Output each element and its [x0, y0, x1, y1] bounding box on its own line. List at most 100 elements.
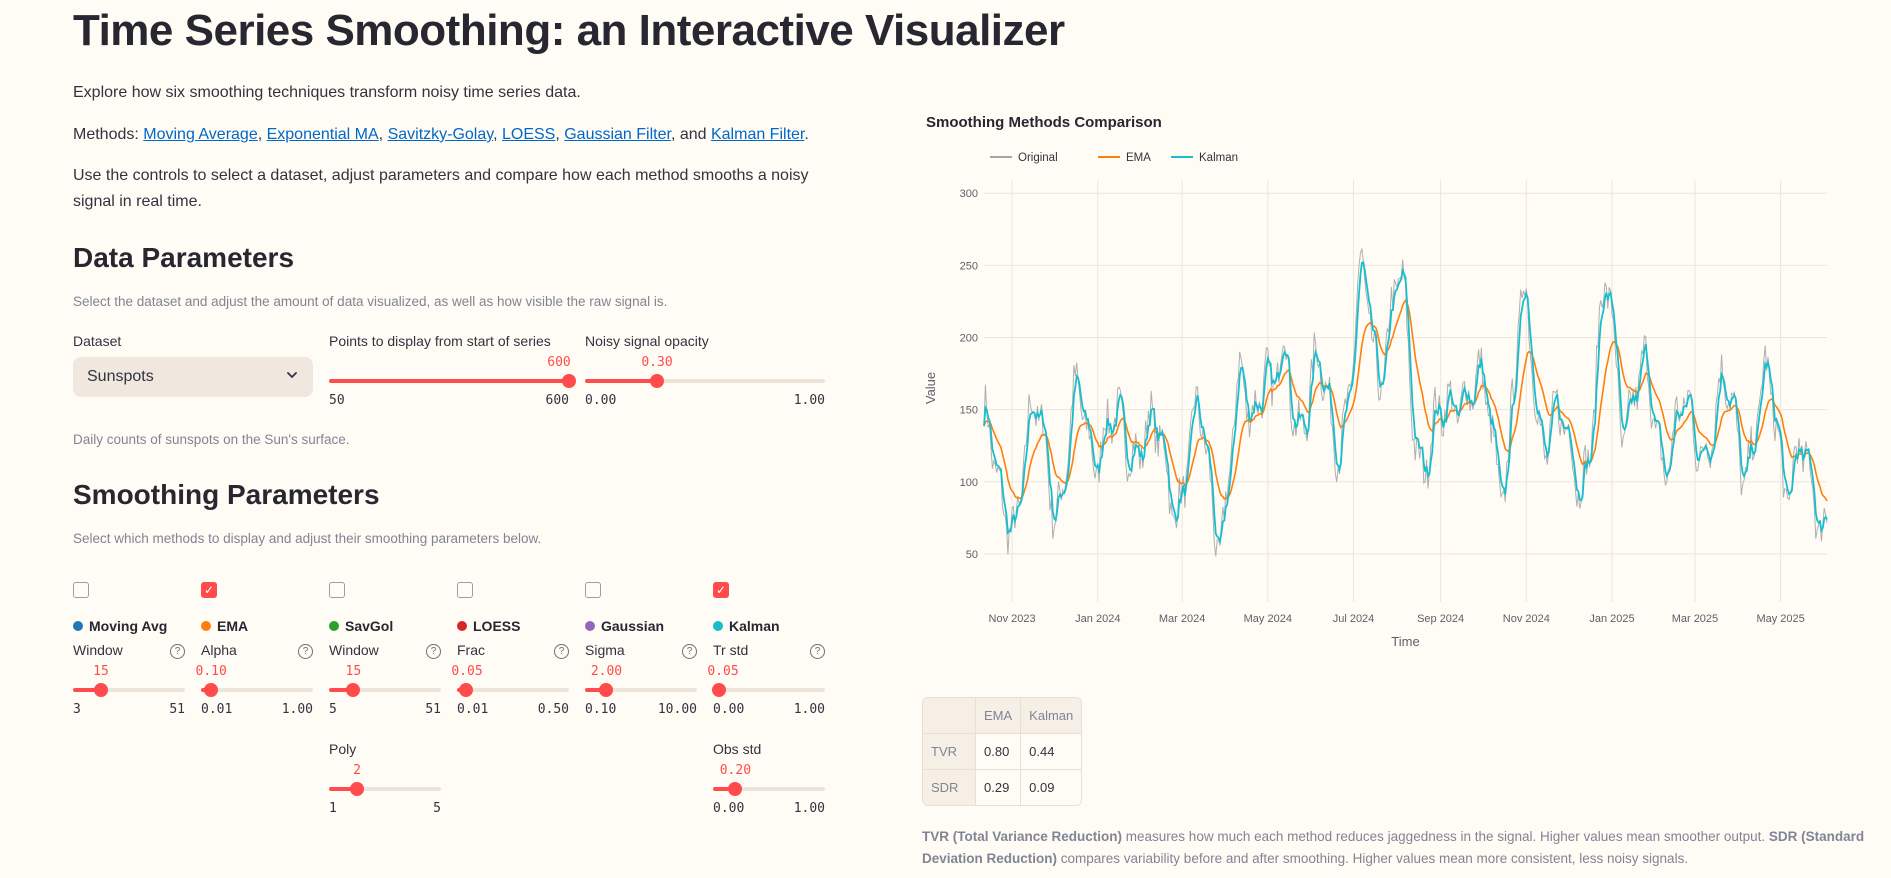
- y-tick-label: 300: [960, 188, 978, 200]
- table-row: TVR 0.80 0.44: [923, 734, 1082, 770]
- link-savitzky-golay[interactable]: Savitzky-Golay: [387, 126, 494, 143]
- loess-checkbox[interactable]: [457, 582, 473, 598]
- moving-avg-window-label: Window: [73, 642, 123, 658]
- link-kalman-filter[interactable]: Kalman Filter: [710, 126, 805, 143]
- link-moving-average[interactable]: Moving Average: [143, 126, 258, 143]
- slider-value: 15: [345, 664, 362, 679]
- metrics-cell: 0.44: [1021, 734, 1082, 770]
- slider-handle[interactable]: [346, 683, 361, 697]
- slider-value: 2.00: [590, 664, 623, 679]
- help-icon[interactable]: ?: [298, 644, 313, 659]
- slider-min: 3: [73, 702, 81, 717]
- methods-line: Methods: Moving Average, Exponential MA,…: [73, 126, 809, 143]
- moving-avg-checkbox[interactable]: [73, 582, 89, 598]
- kalman-tr-std-label: Tr std: [713, 642, 749, 658]
- help-icon[interactable]: ?: [682, 644, 697, 659]
- usage-text: Use the controls to select a dataset, ad…: [73, 167, 809, 210]
- metrics-footnote: TVR (Total Variance Reduction) measures …: [922, 829, 1865, 866]
- slider-value: 0.10: [195, 664, 227, 679]
- moving-avg-window-slider[interactable]: 15 3 51: [73, 664, 185, 718]
- x-tick-label: Sep 2024: [1417, 613, 1464, 625]
- slider-min: 0.00: [713, 801, 745, 816]
- series-line-ema[interactable]: [983, 298, 1828, 502]
- metrics-header-ema: EMA: [976, 698, 1022, 734]
- slider-handle[interactable]: [728, 782, 743, 796]
- dataset-label: Dataset: [73, 333, 122, 349]
- metrics-header-kalman: Kalman: [1021, 698, 1082, 734]
- help-icon[interactable]: ?: [554, 644, 569, 659]
- slider-handle[interactable]: [350, 782, 364, 796]
- metrics-table: EMA Kalman TVR 0.80 0.44 SDR 0.29 0.09: [922, 697, 1083, 806]
- ema-alpha-label: Alpha: [201, 642, 237, 658]
- slider-max: 1.00: [281, 702, 313, 717]
- link-gaussian-filter[interactable]: Gaussian Filter: [564, 126, 671, 143]
- slider-max: 0.50: [537, 702, 569, 717]
- ema-alpha-slider[interactable]: 0.10 0.01 1.00: [196, 664, 313, 718]
- slider-handle[interactable]: [599, 683, 614, 697]
- dataset-select[interactable]: Sunspots: [73, 357, 313, 397]
- savgol-window-slider[interactable]: 15 5 51: [329, 664, 441, 718]
- metrics-row-label: SDR: [923, 770, 976, 805]
- data-params-heading: Data Parameters: [73, 242, 295, 273]
- loess-frac-slider[interactable]: 0.05 0.01 0.50: [451, 664, 569, 718]
- y-tick-label: 250: [960, 260, 978, 272]
- savgol-poly-slider[interactable]: 2 1 5: [329, 763, 441, 817]
- savgol-checkbox[interactable]: [329, 582, 345, 598]
- savgol-method-name: SavGol: [329, 618, 393, 634]
- moving-avg-method-name: Moving Avg: [73, 618, 167, 634]
- slider-handle[interactable]: [94, 683, 108, 697]
- color-dot-icon: [329, 621, 339, 631]
- opacity-slider-max: 1.00: [793, 393, 825, 408]
- dataset-select-value: Sunspots: [87, 368, 154, 385]
- metrics-row-label: TVR: [923, 734, 976, 770]
- legend-entry: EMA: [1126, 152, 1151, 164]
- chevron-down-icon: [285, 368, 299, 387]
- slider-handle[interactable]: [204, 683, 219, 697]
- smoothing-params-heading: Smoothing Parameters: [73, 479, 380, 510]
- points-slider[interactable]: 600 50 600: [329, 355, 576, 409]
- help-icon[interactable]: ?: [426, 644, 441, 659]
- metrics-cell: 0.09: [1029, 780, 1055, 795]
- points-slider-handle[interactable]: [562, 374, 576, 388]
- slider-handle[interactable]: [459, 683, 474, 697]
- slider-max: 1.00: [793, 702, 825, 717]
- x-tick-label: Jul 2024: [1333, 613, 1375, 625]
- ema-checkbox[interactable]: ✓: [201, 582, 217, 598]
- slider-value: 0.20: [719, 763, 752, 778]
- slider-max: 5: [433, 801, 441, 816]
- series-line-kalman[interactable]: [983, 261, 1828, 545]
- loess-frac-label: Frac: [457, 642, 485, 658]
- smoothing-chart[interactable]: 50 100 150 200 250 300 Nov 2023 Jan 2024 Mar 202…: [920, 140, 1840, 700]
- legend-entry: Original: [1018, 152, 1058, 164]
- help-icon[interactable]: ?: [810, 644, 825, 659]
- kalman-tr-std-slider[interactable]: 0.05 0.00 1.00: [707, 664, 825, 718]
- link-exponential-ma[interactable]: Exponential MA: [266, 126, 379, 143]
- slider-min: 0.10: [585, 702, 617, 717]
- slider-max: 10.00: [657, 702, 697, 717]
- slider-value: 2: [353, 763, 361, 778]
- color-dot-icon: [713, 621, 723, 631]
- dataset-caption: Daily counts of sunspots on the Sun's su…: [73, 432, 350, 447]
- gaussian-sigma-slider[interactable]: 2.00 0.10 10.00: [585, 664, 697, 718]
- data-params-caption: Select the dataset and adjust the amount…: [73, 294, 668, 309]
- gaussian-checkbox[interactable]: [585, 582, 601, 598]
- kalman-obs-std-label: Obs std: [713, 741, 762, 757]
- series-line-original[interactable]: [983, 248, 1828, 557]
- opacity-slider[interactable]: 0.30 0.00 1.00: [585, 355, 825, 409]
- kalman-obs-std-slider[interactable]: 0.20 0.00 1.00: [713, 763, 825, 817]
- color-dot-icon: [457, 621, 467, 631]
- link-loess[interactable]: LOESS: [501, 126, 556, 143]
- slider-min: 5: [329, 702, 337, 717]
- help-icon[interactable]: ?: [170, 644, 185, 659]
- slider-handle[interactable]: [711, 683, 726, 697]
- opacity-slider-min: 0.00: [585, 393, 617, 408]
- opacity-slider-handle[interactable]: [650, 374, 664, 388]
- slider-max: 51: [169, 702, 185, 717]
- x-tick-label: Nov 2024: [1503, 613, 1550, 625]
- kalman-checkbox[interactable]: ✓: [713, 582, 729, 598]
- y-tick-label: 150: [960, 405, 978, 417]
- y-tick-label: 100: [960, 477, 978, 489]
- savgol-window-label: Window: [329, 642, 379, 658]
- points-slider-label: Points to display from start of series: [329, 333, 551, 349]
- y-tick-label: 200: [960, 333, 978, 345]
